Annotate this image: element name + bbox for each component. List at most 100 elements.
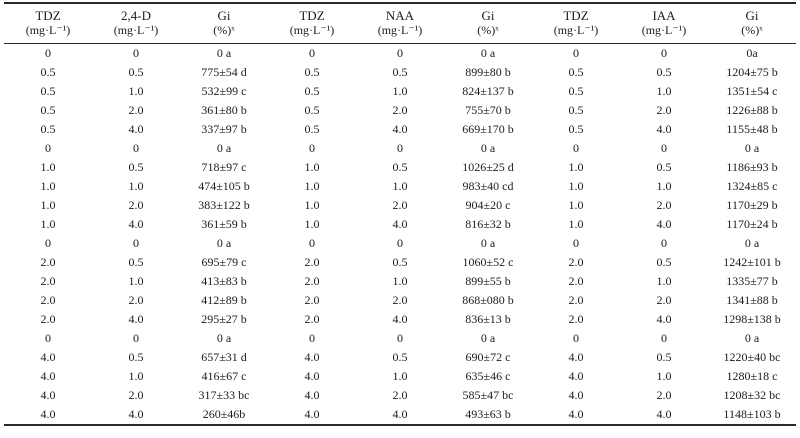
table-cell: 2.0 bbox=[304, 293, 320, 307]
table-cell: 1.0 bbox=[656, 369, 672, 383]
column-name: NAA bbox=[385, 8, 415, 23]
table-cell: 1.0 bbox=[40, 160, 56, 174]
table-cell: 0 a bbox=[744, 331, 760, 345]
column-name: Gi bbox=[481, 8, 495, 23]
table-cell: 4.0 bbox=[128, 122, 144, 136]
table-cell: 1226±88 b bbox=[726, 103, 778, 117]
table-cell: 0 bbox=[573, 331, 579, 345]
table-cell: 0 a bbox=[480, 141, 496, 155]
table-cell: 1351±54 c bbox=[726, 84, 778, 98]
table-cell: 4.0 bbox=[40, 388, 56, 402]
table-cell: 2.0 bbox=[128, 103, 144, 117]
table-cell: 4.0 bbox=[656, 217, 672, 231]
table-cell: 0.5 bbox=[568, 65, 584, 79]
table-row: 1.0 2.0 383±122 b 1.0 2.0 904±20 c 1.0 2.0 1170±… bbox=[4, 196, 796, 215]
table-cell: 1.0 bbox=[392, 84, 408, 98]
table-cell: 0 bbox=[45, 46, 51, 60]
table-cell: 317±33 bc bbox=[198, 388, 250, 402]
table-cell: 0 a bbox=[480, 46, 496, 60]
table-cell: 1341±88 b bbox=[726, 293, 778, 307]
table-cell: 4.0 bbox=[128, 312, 144, 326]
table-cell: 0 bbox=[661, 236, 667, 250]
table-cell: 1.0 bbox=[304, 179, 320, 193]
table-cell: 361±80 b bbox=[201, 103, 247, 117]
table-cell: 4.0 bbox=[656, 312, 672, 326]
table-cell: 0.5 bbox=[304, 103, 320, 117]
table-cell: 899±80 b bbox=[465, 65, 511, 79]
table-cell: 0 bbox=[309, 141, 315, 155]
table-cell: 0 bbox=[133, 331, 139, 345]
table-cell: 2.0 bbox=[656, 293, 672, 307]
column-unit: (mg·L⁻¹) bbox=[25, 23, 71, 37]
table-cell: 1170±24 b bbox=[726, 217, 778, 231]
table-cell: 1.0 bbox=[304, 198, 320, 212]
table-cell: 0.5 bbox=[392, 255, 408, 269]
table-cell: 1208±32 bc bbox=[723, 388, 781, 402]
table-cell: 260±46b bbox=[202, 407, 246, 421]
table-cell: 1.0 bbox=[304, 217, 320, 231]
table-cell: 0.5 bbox=[392, 160, 408, 174]
table-cell: 669±170 b bbox=[462, 122, 514, 136]
table-cell: 1.0 bbox=[568, 198, 584, 212]
table-cell: 0.5 bbox=[40, 65, 56, 79]
table-cell: 1148±103 b bbox=[723, 407, 781, 421]
table-cell: 2.0 bbox=[40, 293, 56, 307]
table-cell: 2.0 bbox=[128, 388, 144, 402]
table-cell: 361±59 b bbox=[201, 217, 247, 231]
table-cell: 0.5 bbox=[656, 255, 672, 269]
table-cell: 493±63 b bbox=[465, 407, 511, 421]
table-cell: 0.5 bbox=[128, 255, 144, 269]
table-row: 0.5 4.0 337±97 b 0.5 4.0 669±170 b 0.5 4.0 1155±… bbox=[4, 120, 796, 139]
table-cell: 0 bbox=[661, 46, 667, 60]
table-row: 0 0 0 a 0 0 0 a 0 0 0a bbox=[4, 44, 796, 64]
table-cell: 816±32 b bbox=[465, 217, 511, 231]
table-head: TDZ (mg·L⁻¹) 2,4-D (mg·L⁻¹) Gi (%)ˣ TDZ (mg·L⁻¹… bbox=[4, 3, 796, 44]
table-cell: 0 bbox=[661, 141, 667, 155]
table-cell: 532±99 c bbox=[201, 84, 247, 98]
table-cell: 4.0 bbox=[40, 369, 56, 383]
table-row: 2.0 4.0 295±27 b 2.0 4.0 836±13 b 2.0 4.0 1298±1… bbox=[4, 310, 796, 329]
table-row: 0.5 0.5 775±54 d 0.5 0.5 899±80 b 0.5 0.5 1204±7… bbox=[4, 63, 796, 82]
table-cell: 1.0 bbox=[40, 179, 56, 193]
table-cell: 0.5 bbox=[304, 65, 320, 79]
table-cell: 1.0 bbox=[304, 160, 320, 174]
table-cell: 1204±75 b bbox=[726, 65, 778, 79]
column-header: Gi (%)ˣ bbox=[444, 3, 532, 44]
results-table-container: TDZ (mg·L⁻¹) 2,4-D (mg·L⁻¹) Gi (%)ˣ TDZ (mg·L⁻¹… bbox=[4, 2, 796, 426]
table-cell: 1186±93 b bbox=[726, 160, 778, 174]
table-cell: 1.0 bbox=[128, 274, 144, 288]
table-row: 1.0 0.5 718±97 c 1.0 0.5 1026±25 d 1.0 0.5 1186±… bbox=[4, 158, 796, 177]
table-cell: 0.5 bbox=[656, 350, 672, 364]
table-cell: 2.0 bbox=[656, 103, 672, 117]
column-header: TDZ (mg·L⁻¹) bbox=[4, 3, 92, 44]
table-cell: 0.5 bbox=[656, 160, 672, 174]
table-cell: 413±83 b bbox=[201, 274, 247, 288]
table-cell: 0.5 bbox=[304, 84, 320, 98]
table-cell: 1324±85 c bbox=[726, 179, 778, 193]
table-row: 0 0 0 a 0 0 0 a 0 0 0 a bbox=[4, 329, 796, 348]
table-cell: 718±97 c bbox=[201, 160, 247, 174]
table-cell: 0 a bbox=[216, 236, 232, 250]
table-cell: 0 bbox=[573, 236, 579, 250]
table-row: 2.0 1.0 413±83 b 2.0 1.0 899±55 b 2.0 1.0 1335±7… bbox=[4, 272, 796, 291]
column-unit: (mg·L⁻¹) bbox=[377, 23, 423, 37]
table-cell: 2.0 bbox=[568, 312, 584, 326]
table-cell: 0 a bbox=[216, 141, 232, 155]
table-row: 0 0 0 a 0 0 0 a 0 0 0 a bbox=[4, 234, 796, 253]
table-cell: 416±67 c bbox=[201, 369, 247, 383]
table-row: 1.0 4.0 361±59 b 1.0 4.0 816±32 b 1.0 4.0 1170±2… bbox=[4, 215, 796, 234]
table-cell: 4.0 bbox=[128, 407, 144, 421]
table-cell: 4.0 bbox=[40, 407, 56, 421]
table-cell: 585±47 bc bbox=[462, 388, 514, 402]
table-cell: 1.0 bbox=[40, 217, 56, 231]
column-unit: (%)ˣ bbox=[477, 23, 499, 37]
table-cell: 0 bbox=[397, 236, 403, 250]
column-unit: (mg·L⁻¹) bbox=[641, 23, 687, 37]
table-cell: 1.0 bbox=[656, 179, 672, 193]
table-cell: 4.0 bbox=[568, 407, 584, 421]
table-row: 0 0 0 a 0 0 0 a 0 0 0 a bbox=[4, 139, 796, 158]
table-cell: 657±31 d bbox=[201, 350, 247, 364]
table-cell: 0.5 bbox=[40, 84, 56, 98]
table-cell: 2.0 bbox=[304, 255, 320, 269]
table-row: 0.5 1.0 532±99 c 0.5 1.0 824±137 b 0.5 1.0 1351±… bbox=[4, 82, 796, 101]
